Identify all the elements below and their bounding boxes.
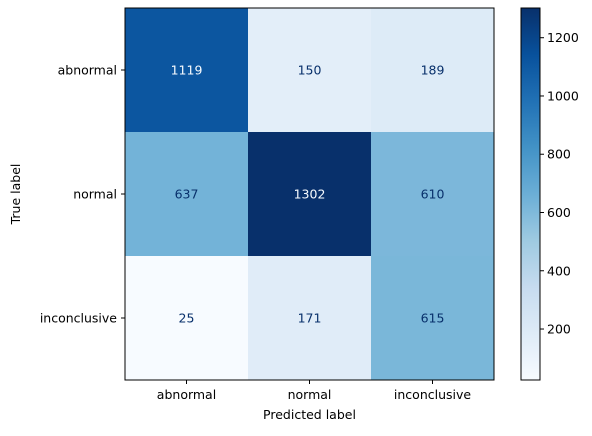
- colorbar-tick-label: 200: [547, 322, 571, 337]
- heatmap-cell: [371, 132, 495, 257]
- cell-value-label: 637: [175, 187, 199, 202]
- colorbar: 200 400 600 800 1000 1200: [520, 7, 579, 381]
- heatmap-cell: [125, 256, 249, 381]
- heatmap-cell: [248, 256, 372, 381]
- y-axis-ticks: abnormal normal inconclusive: [40, 63, 125, 326]
- cell-value-label: 150: [298, 63, 322, 78]
- heatmap-cell: [371, 8, 495, 133]
- heatmap-cell: [371, 256, 495, 381]
- y-tick-label: inconclusive: [40, 311, 117, 326]
- colorbar-ticks: 200 400 600 800 1000 1200: [540, 30, 579, 337]
- y-axis-label: True label: [8, 164, 23, 226]
- cell-value-label: 25: [179, 311, 195, 326]
- cell-value-label: 171: [298, 311, 322, 326]
- heatmap-cells: 1119 150 189 637 1302 610 25 171 615: [125, 8, 495, 381]
- heatmap-cell: [248, 8, 372, 133]
- heatmap-cell: [125, 132, 249, 257]
- cell-value-label: 1119: [171, 63, 203, 78]
- colorbar-gradient: [520, 7, 541, 381]
- x-tick-label: inconclusive: [394, 387, 471, 402]
- x-tick-label: abnormal: [157, 387, 216, 402]
- heatmap-cell: [125, 8, 249, 133]
- x-axis-label: Predicted label: [263, 407, 356, 422]
- y-tick-label: normal: [73, 187, 117, 202]
- colorbar-tick-label: 400: [547, 263, 571, 278]
- x-axis-ticks: abnormal normal inconclusive: [157, 380, 471, 402]
- cell-value-label: 610: [421, 187, 445, 202]
- colorbar-tick-label: 600: [547, 205, 571, 220]
- y-tick-label: abnormal: [58, 63, 117, 78]
- cell-value-label: 189: [421, 63, 445, 78]
- x-tick-label: normal: [288, 387, 332, 402]
- heatmap-cell: [248, 132, 372, 257]
- cell-value-label: 1302: [294, 187, 326, 202]
- cell-value-label: 615: [421, 311, 445, 326]
- colorbar-tick-label: 800: [547, 147, 571, 162]
- colorbar-tick-label: 1000: [547, 88, 579, 103]
- colorbar-tick-label: 1200: [547, 30, 579, 45]
